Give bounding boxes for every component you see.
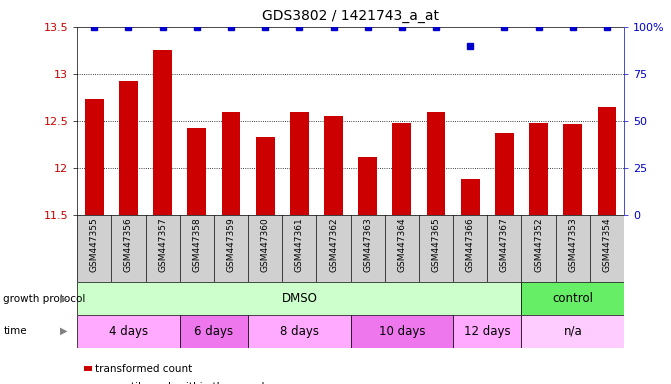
Text: GSM447362: GSM447362 xyxy=(329,217,338,272)
Bar xyxy=(495,133,514,215)
Bar xyxy=(351,315,453,348)
Bar xyxy=(529,123,548,215)
Text: GSM447361: GSM447361 xyxy=(295,217,304,272)
Bar xyxy=(564,124,582,215)
Bar xyxy=(248,315,351,348)
Text: GSM447354: GSM447354 xyxy=(603,217,611,272)
Bar xyxy=(324,116,343,215)
Bar xyxy=(85,99,103,215)
Text: percentile rank within the sample: percentile rank within the sample xyxy=(95,382,271,384)
Text: GSM447363: GSM447363 xyxy=(363,217,372,272)
Text: 4 days: 4 days xyxy=(109,325,148,338)
Bar xyxy=(521,282,624,315)
Text: 8 days: 8 days xyxy=(280,325,319,338)
Bar xyxy=(256,137,274,215)
Bar xyxy=(358,157,377,215)
Bar xyxy=(453,315,521,348)
Bar xyxy=(221,112,240,215)
Text: GSM447352: GSM447352 xyxy=(534,217,543,272)
Bar xyxy=(77,282,521,315)
Text: GSM447359: GSM447359 xyxy=(227,217,236,272)
Text: control: control xyxy=(552,292,593,305)
Bar xyxy=(119,81,138,215)
Text: GSM447353: GSM447353 xyxy=(568,217,577,272)
Bar xyxy=(521,315,624,348)
Text: GSM447367: GSM447367 xyxy=(500,217,509,272)
Text: GSM447357: GSM447357 xyxy=(158,217,167,272)
Bar xyxy=(290,112,309,215)
Text: n/a: n/a xyxy=(564,325,582,338)
Bar xyxy=(393,123,411,215)
Text: 10 days: 10 days xyxy=(378,325,425,338)
Text: GSM447364: GSM447364 xyxy=(397,217,407,272)
Bar xyxy=(153,50,172,215)
Text: DMSO: DMSO xyxy=(281,292,317,305)
Text: GSM447356: GSM447356 xyxy=(124,217,133,272)
Text: GSM447366: GSM447366 xyxy=(466,217,474,272)
Text: ▶: ▶ xyxy=(60,326,68,336)
Bar xyxy=(180,315,248,348)
Text: time: time xyxy=(3,326,27,336)
Bar xyxy=(598,107,617,215)
Text: 6 days: 6 days xyxy=(195,325,234,338)
Text: 12 days: 12 days xyxy=(464,325,511,338)
Text: GSM447358: GSM447358 xyxy=(193,217,201,272)
Text: GSM447360: GSM447360 xyxy=(260,217,270,272)
Title: GDS3802 / 1421743_a_at: GDS3802 / 1421743_a_at xyxy=(262,9,439,23)
Bar xyxy=(461,179,480,215)
Text: transformed count: transformed count xyxy=(95,364,193,374)
Text: GSM447355: GSM447355 xyxy=(90,217,99,272)
Text: ▶: ▶ xyxy=(60,293,68,304)
Text: GSM447365: GSM447365 xyxy=(431,217,441,272)
Bar xyxy=(77,315,180,348)
Text: growth protocol: growth protocol xyxy=(3,293,86,304)
Bar xyxy=(187,127,206,215)
Bar xyxy=(427,112,446,215)
